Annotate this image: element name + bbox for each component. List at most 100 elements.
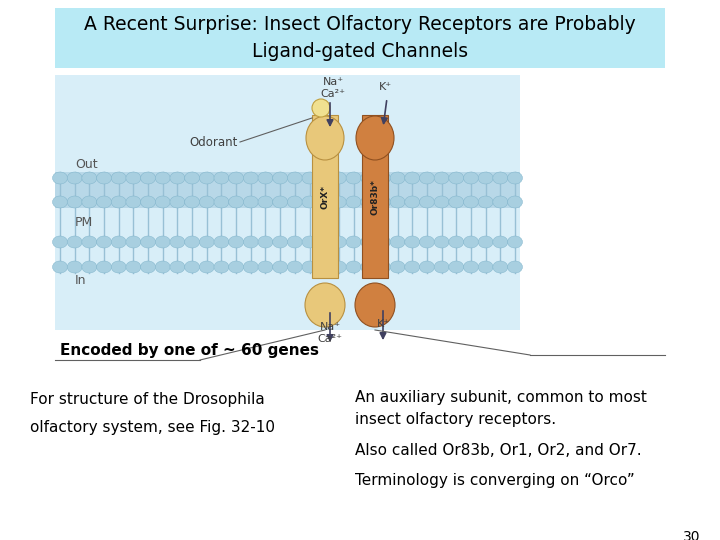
Bar [55, 172, 520, 208]
Ellipse shape [356, 116, 394, 160]
Bar [55, 75, 520, 330]
Ellipse shape [478, 196, 493, 208]
Ellipse shape [184, 236, 199, 248]
Ellipse shape [420, 261, 434, 273]
Ellipse shape [390, 172, 405, 184]
Ellipse shape [508, 261, 523, 273]
Ellipse shape [111, 236, 126, 248]
Ellipse shape [126, 261, 141, 273]
Ellipse shape [96, 196, 112, 208]
Bar [362, 115, 388, 278]
Ellipse shape [346, 236, 361, 248]
Text: Odorant: Odorant [189, 136, 238, 148]
Ellipse shape [67, 261, 82, 273]
Ellipse shape [492, 236, 508, 248]
Ellipse shape [492, 261, 508, 273]
Ellipse shape [492, 196, 508, 208]
Ellipse shape [140, 196, 156, 208]
Ellipse shape [390, 236, 405, 248]
Ellipse shape [258, 236, 273, 248]
Ellipse shape [111, 172, 126, 184]
Ellipse shape [214, 236, 229, 248]
Ellipse shape [258, 261, 273, 273]
Ellipse shape [346, 196, 361, 208]
Ellipse shape [53, 196, 68, 208]
Ellipse shape [405, 236, 420, 248]
Ellipse shape [229, 261, 243, 273]
Ellipse shape [375, 196, 390, 208]
Ellipse shape [317, 172, 332, 184]
Ellipse shape [302, 172, 317, 184]
Ellipse shape [434, 196, 449, 208]
Ellipse shape [140, 172, 156, 184]
Ellipse shape [375, 236, 390, 248]
Ellipse shape [302, 236, 317, 248]
Ellipse shape [464, 172, 479, 184]
Ellipse shape [346, 261, 361, 273]
Ellipse shape [199, 196, 215, 208]
Ellipse shape [243, 261, 258, 273]
Ellipse shape [199, 261, 215, 273]
Ellipse shape [492, 172, 508, 184]
Ellipse shape [355, 283, 395, 327]
Text: insect olfactory receptors.: insect olfactory receptors. [355, 412, 556, 427]
Ellipse shape [199, 236, 215, 248]
Text: An auxiliary subunit, common to most: An auxiliary subunit, common to most [355, 390, 647, 405]
Ellipse shape [420, 172, 434, 184]
Ellipse shape [96, 261, 112, 273]
Ellipse shape [82, 172, 97, 184]
Ellipse shape [405, 196, 420, 208]
Ellipse shape [478, 236, 493, 248]
Text: Na⁺: Na⁺ [320, 322, 341, 332]
Ellipse shape [449, 172, 464, 184]
Ellipse shape [464, 196, 479, 208]
Ellipse shape [478, 172, 493, 184]
Ellipse shape [375, 172, 390, 184]
Ellipse shape [156, 261, 170, 273]
Ellipse shape [346, 172, 361, 184]
Ellipse shape [434, 172, 449, 184]
Ellipse shape [317, 196, 332, 208]
Ellipse shape [273, 172, 288, 184]
Ellipse shape [331, 172, 346, 184]
Ellipse shape [287, 172, 302, 184]
Ellipse shape [287, 261, 302, 273]
Ellipse shape [405, 172, 420, 184]
Bar [312, 115, 338, 278]
Ellipse shape [53, 261, 68, 273]
Ellipse shape [170, 236, 185, 248]
Text: Encoded by one of ~ 60 genes: Encoded by one of ~ 60 genes [60, 343, 319, 358]
Ellipse shape [82, 261, 97, 273]
Ellipse shape [170, 172, 185, 184]
Ellipse shape [67, 196, 82, 208]
Ellipse shape [229, 172, 243, 184]
Ellipse shape [375, 261, 390, 273]
Ellipse shape [273, 236, 288, 248]
Ellipse shape [306, 116, 344, 160]
Text: OrX*: OrX* [320, 185, 330, 209]
Ellipse shape [111, 196, 126, 208]
Ellipse shape [508, 236, 523, 248]
Text: Also called Or83b, Or1, Or2, and Or7.: Also called Or83b, Or1, Or2, and Or7. [355, 443, 642, 458]
Ellipse shape [449, 196, 464, 208]
Ellipse shape [508, 196, 523, 208]
Ellipse shape [361, 261, 376, 273]
Ellipse shape [126, 236, 141, 248]
Ellipse shape [184, 172, 199, 184]
Ellipse shape [243, 196, 258, 208]
Ellipse shape [184, 261, 199, 273]
Text: A Recent Surprise: Insect Olfactory Receptors are Probably
Ligand-gated Channels: A Recent Surprise: Insect Olfactory Rece… [84, 15, 636, 60]
Ellipse shape [170, 196, 185, 208]
Text: Na⁺: Na⁺ [323, 77, 343, 87]
Ellipse shape [140, 261, 156, 273]
Ellipse shape [214, 196, 229, 208]
Ellipse shape [331, 196, 346, 208]
Ellipse shape [302, 261, 317, 273]
Ellipse shape [229, 196, 243, 208]
Ellipse shape [258, 172, 273, 184]
Ellipse shape [67, 236, 82, 248]
Ellipse shape [449, 261, 464, 273]
Ellipse shape [478, 261, 493, 273]
Ellipse shape [156, 196, 170, 208]
Ellipse shape [508, 172, 523, 184]
